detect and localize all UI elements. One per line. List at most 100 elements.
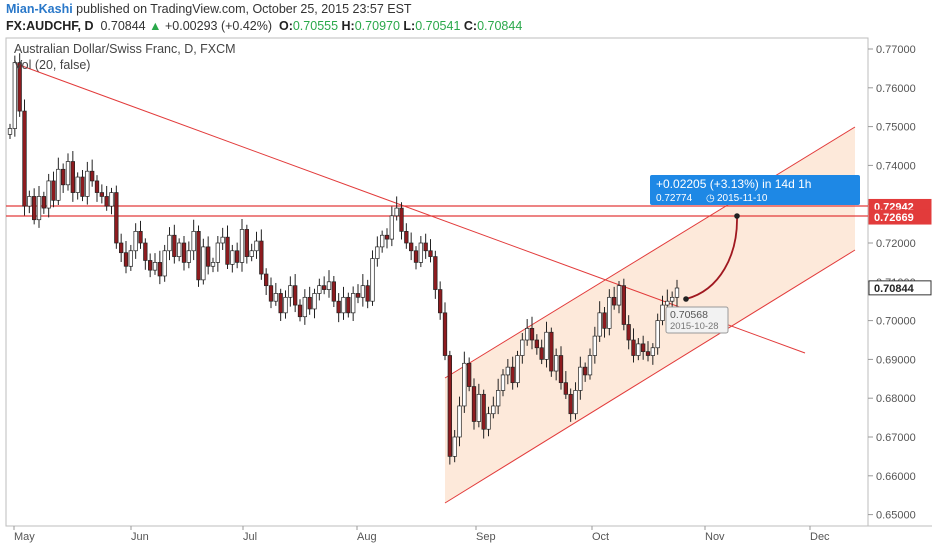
candle xyxy=(322,276,327,295)
y-tick-label: 0.67000 xyxy=(876,432,916,444)
candle xyxy=(46,173,51,218)
candle xyxy=(674,279,680,307)
candle xyxy=(612,286,617,310)
channel-lower-line[interactable] xyxy=(444,249,856,504)
candle-body xyxy=(75,176,80,193)
candle xyxy=(520,333,525,364)
candle-body xyxy=(525,328,530,341)
candle xyxy=(457,396,462,447)
candle-body xyxy=(341,296,346,314)
candle-body xyxy=(554,355,559,372)
projection-end-dot xyxy=(734,213,740,219)
candle xyxy=(162,244,167,282)
candle-body xyxy=(626,324,631,341)
symbol-label[interactable]: FX:AUDCHF, D xyxy=(6,19,94,33)
candle-body xyxy=(409,242,414,252)
price-change: +0.00293 (+0.42%) xyxy=(164,19,273,33)
candle-body xyxy=(94,180,100,193)
candle xyxy=(471,378,477,430)
candle xyxy=(283,290,288,319)
candle xyxy=(510,356,515,390)
candle xyxy=(65,153,71,191)
candle xyxy=(288,276,293,307)
candle xyxy=(447,350,452,465)
candle-body xyxy=(119,242,124,254)
candle-body xyxy=(17,62,22,112)
candle xyxy=(336,293,341,323)
candle-body xyxy=(191,231,196,252)
candle xyxy=(346,292,351,318)
open-label: O: xyxy=(278,19,293,33)
candle xyxy=(148,253,153,278)
candle-body xyxy=(467,362,472,387)
candle xyxy=(631,328,636,363)
candle xyxy=(641,335,646,360)
candle-body xyxy=(322,285,327,290)
callout-price: 0.70568 xyxy=(670,309,708,321)
candle-body xyxy=(307,296,312,310)
price-chart[interactable]: 0.770000.760000.750000.740000.730000.720… xyxy=(0,36,932,550)
candle xyxy=(452,430,457,463)
measure-box[interactable]: +0.02205 (+3.13%) in 14d 1h 0.72774 ◷ 20… xyxy=(650,175,860,205)
candle xyxy=(230,244,235,273)
candle xyxy=(201,238,206,285)
candle-body xyxy=(297,304,303,318)
candle-body xyxy=(90,170,95,182)
candle-body xyxy=(36,196,42,221)
candle xyxy=(177,238,182,262)
candle-body xyxy=(148,260,153,271)
candle xyxy=(196,225,201,287)
candle-body xyxy=(607,296,612,329)
candle xyxy=(636,338,641,361)
candle-body xyxy=(674,287,680,298)
candle-body xyxy=(123,252,129,267)
candle xyxy=(278,288,283,321)
candle xyxy=(467,357,472,392)
candle-body xyxy=(423,242,428,252)
candle-body xyxy=(288,285,293,298)
candle-body xyxy=(138,231,143,244)
candle xyxy=(133,223,138,259)
x-tick-label: May xyxy=(14,531,35,543)
candle-body xyxy=(650,347,655,356)
candle xyxy=(114,185,119,249)
candle-body xyxy=(384,234,390,240)
candle xyxy=(259,229,264,280)
candle-body xyxy=(665,300,670,306)
candle xyxy=(370,250,375,306)
candle-body xyxy=(486,413,491,430)
candle xyxy=(438,281,443,320)
candle-body xyxy=(355,293,361,298)
published-text: published on TradingView.com, October 25… xyxy=(76,2,412,16)
candle-body xyxy=(172,234,177,257)
candle xyxy=(505,359,510,385)
price-callout[interactable]: 0.70568 2015-10-28 xyxy=(665,306,729,334)
downtrend-line[interactable] xyxy=(13,62,806,354)
candle xyxy=(17,53,22,117)
author-link[interactable]: Mian-Kashi xyxy=(6,2,73,16)
price-label-bg xyxy=(868,280,932,296)
candle-body xyxy=(336,300,341,314)
candle xyxy=(7,123,13,140)
candle xyxy=(650,343,655,365)
candle-body xyxy=(104,196,109,207)
candle xyxy=(592,326,597,364)
x-tick-label: Jul xyxy=(243,531,257,543)
candle-body xyxy=(7,128,13,135)
x-tick-label: Nov xyxy=(705,531,725,543)
price-label-text: 0.72669 xyxy=(874,212,914,224)
channel-upper-line[interactable] xyxy=(444,126,856,379)
candle xyxy=(297,299,303,322)
volume-indicator-label[interactable]: Vol (20, false) xyxy=(14,58,90,72)
candle-body xyxy=(641,343,646,352)
candle xyxy=(583,362,588,382)
candle xyxy=(525,319,530,346)
candle xyxy=(351,286,356,321)
low-label: L: xyxy=(403,19,416,33)
candle-body xyxy=(235,250,240,263)
candle xyxy=(645,341,651,362)
y-tick-label: 0.68000 xyxy=(876,393,916,405)
candle-body xyxy=(496,390,501,407)
x-tick-label: Aug xyxy=(357,531,377,543)
candle-body xyxy=(220,236,225,244)
